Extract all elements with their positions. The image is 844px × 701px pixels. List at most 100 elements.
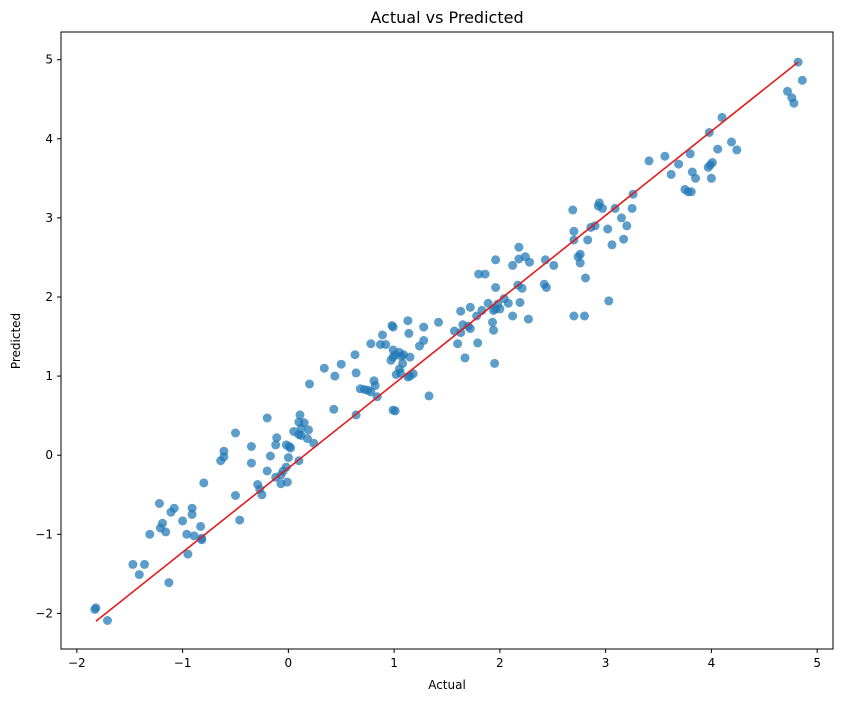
- data-point: [541, 283, 551, 292]
- data-point: [508, 260, 518, 270]
- data-point: [789, 98, 799, 108]
- y-axis: −2 −1 0 1 2 3 4 5: [35, 53, 61, 620]
- data-point: [90, 604, 100, 614]
- x-tick-label: −2: [68, 656, 86, 670]
- data-point: [189, 531, 199, 541]
- x-axis: −2 −1 0 1 2 3 4 5: [68, 649, 821, 670]
- data-point: [262, 413, 272, 423]
- y-tick-label: −2: [35, 606, 53, 620]
- data-point: [491, 283, 501, 292]
- data-point: [231, 428, 240, 438]
- data-point: [282, 477, 292, 487]
- data-point: [465, 302, 475, 312]
- data-point: [299, 418, 309, 428]
- data-point: [330, 371, 340, 381]
- y-tick-label: 5: [45, 53, 53, 67]
- data-point: [474, 269, 484, 279]
- data-point: [319, 363, 329, 373]
- data-point: [272, 433, 282, 443]
- data-point: [685, 149, 695, 159]
- data-point: [197, 535, 207, 545]
- data-point: [140, 559, 149, 569]
- data-point: [405, 352, 415, 362]
- data-point: [281, 462, 291, 472]
- data-point: [706, 173, 716, 183]
- data-point: [381, 340, 391, 349]
- data-point: [336, 359, 346, 369]
- data-point: [257, 490, 267, 500]
- data-point: [182, 529, 192, 539]
- data-point: [398, 358, 408, 368]
- data-point: [644, 156, 654, 166]
- data-point: [514, 242, 524, 252]
- data-point: [465, 324, 475, 334]
- data-point: [295, 410, 305, 420]
- data-point: [396, 368, 405, 378]
- y-tick-label: 4: [45, 132, 53, 146]
- data-point: [453, 339, 463, 349]
- data-point: [472, 311, 482, 321]
- data-point: [219, 452, 229, 462]
- plot-area: [90, 57, 807, 625]
- data-point: [434, 317, 443, 327]
- data-point: [164, 578, 174, 588]
- data-point: [390, 406, 400, 416]
- data-point: [508, 311, 518, 321]
- data-point: [783, 86, 792, 96]
- y-tick-label: 2: [45, 290, 53, 304]
- data-point: [302, 434, 312, 444]
- data-point: [622, 221, 632, 231]
- data-point: [603, 224, 613, 234]
- data-point: [378, 330, 387, 340]
- data-point: [145, 529, 155, 539]
- data-point: [271, 440, 281, 450]
- data-point: [581, 273, 590, 283]
- data-point: [473, 338, 483, 348]
- data-point: [419, 336, 429, 345]
- data-point: [491, 255, 501, 265]
- data-point: [525, 257, 534, 267]
- data-point: [305, 379, 314, 389]
- data-point: [523, 314, 533, 324]
- data-point: [408, 369, 418, 379]
- data-point: [483, 298, 493, 308]
- data-point: [286, 443, 295, 453]
- data-point: [388, 322, 398, 332]
- y-axis-label: Predicted: [9, 313, 23, 369]
- data-point: [460, 353, 470, 363]
- data-point: [404, 328, 414, 338]
- data-point: [549, 260, 559, 270]
- data-point: [590, 221, 600, 231]
- y-tick-label: 3: [45, 211, 53, 225]
- data-point: [607, 240, 617, 250]
- data-point: [480, 269, 490, 279]
- data-point: [575, 258, 585, 268]
- data-point: [183, 549, 193, 559]
- data-point: [569, 226, 579, 236]
- x-tick-label: 4: [708, 656, 716, 670]
- data-point: [419, 322, 429, 332]
- data-point: [604, 296, 614, 306]
- data-point: [619, 234, 629, 244]
- data-point: [727, 137, 736, 147]
- data-point: [515, 298, 525, 307]
- x-tick-label: 0: [285, 656, 293, 670]
- data-point: [517, 283, 527, 293]
- data-point: [128, 559, 138, 569]
- data-point: [235, 515, 245, 525]
- data-point: [103, 616, 112, 625]
- data-point: [169, 503, 179, 513]
- data-point: [569, 311, 579, 321]
- data-point: [568, 205, 578, 215]
- data-point: [158, 518, 167, 528]
- data-point: [686, 187, 696, 197]
- data-point: [627, 203, 637, 213]
- reference-line: [95, 61, 799, 622]
- data-point: [495, 304, 505, 314]
- data-point: [187, 510, 197, 519]
- data-point: [717, 112, 727, 122]
- data-point: [575, 249, 585, 259]
- data-point: [583, 235, 593, 245]
